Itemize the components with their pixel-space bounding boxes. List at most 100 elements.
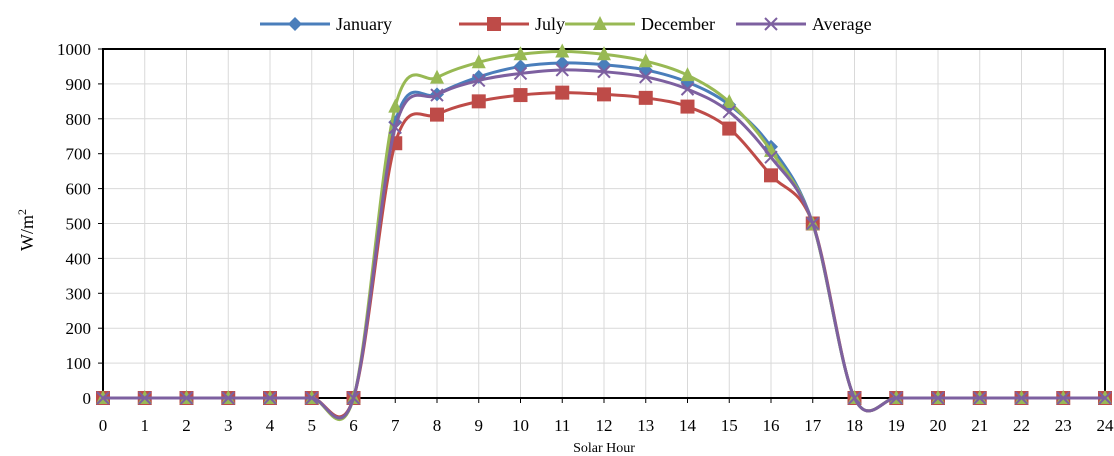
legend-item-july: July (459, 14, 565, 34)
y-tick-label: 800 (66, 110, 92, 129)
x-tick-label: 17 (804, 416, 822, 435)
x-tick-label: 22 (1013, 416, 1030, 435)
x-tick-label: 4 (266, 416, 275, 435)
legend-label-average: Average (812, 14, 872, 34)
x-tick-label: 8 (433, 416, 442, 435)
x-tick-label: 19 (888, 416, 905, 435)
x-tick-label: 15 (721, 416, 738, 435)
data-point-july (471, 94, 486, 109)
series-average (96, 63, 1112, 420)
data-point-december (722, 94, 737, 109)
x-tick-label: 5 (308, 416, 317, 435)
data-point-average (388, 120, 402, 135)
y-tick-label: 1000 (57, 40, 91, 59)
data-point-average (138, 391, 152, 405)
data-point-december (513, 46, 528, 61)
data-point-july (597, 87, 611, 102)
y-tick-label: 300 (66, 284, 92, 303)
y-tick-label: 100 (66, 354, 92, 373)
data-point-average (346, 391, 361, 405)
data-point-july (638, 90, 653, 105)
x-tick-label: 20 (930, 416, 947, 435)
x-tick-label: 1 (141, 416, 150, 435)
data-point-average (764, 150, 778, 164)
x-tick-label: 12 (596, 416, 613, 435)
data-point-july (680, 99, 695, 114)
data-point-average (430, 88, 444, 102)
data-point-december (388, 98, 403, 113)
data-point-average (680, 82, 695, 96)
y-axis-title-text: W/m (17, 215, 37, 251)
x-tick-label: 7 (391, 416, 400, 435)
data-point-average (179, 391, 194, 405)
x-tick-label: 10 (512, 416, 529, 435)
y-tick-label: 500 (66, 215, 92, 234)
legend-item-january: January (260, 14, 392, 34)
x-tick-label: 9 (475, 416, 484, 435)
data-point-average (221, 391, 235, 405)
legend-label-july: July (535, 14, 565, 34)
data-point-july (722, 121, 737, 136)
data-point-average (722, 105, 736, 119)
series-lines (96, 43, 1112, 421)
data-point-average (472, 73, 486, 88)
x-tick-label: 24 (1097, 416, 1114, 435)
x-tick-label: 6 (349, 416, 358, 435)
legend-item-december: December (565, 14, 715, 34)
legend-marker-december (593, 16, 607, 30)
data-point-december (471, 54, 486, 69)
data-point-december (638, 53, 653, 68)
legend-item-average: Average (736, 14, 872, 34)
y-tick-label: 600 (66, 180, 92, 199)
y-tick-label: 900 (66, 75, 92, 94)
legend-label-january: January (336, 14, 392, 34)
x-tick-label: 3 (224, 416, 233, 435)
y-tick-label: 700 (66, 145, 92, 164)
data-point-average (931, 391, 945, 405)
data-point-average (96, 391, 110, 405)
x-axis-title: Solar Hour (573, 441, 635, 456)
legend-label-december: December (641, 14, 715, 34)
data-point-july (555, 85, 570, 100)
x-tick-label: 21 (971, 416, 988, 435)
data-point-january (555, 55, 570, 70)
data-point-july (764, 168, 778, 183)
x-tick-label: 14 (679, 416, 697, 435)
data-point-december (555, 43, 570, 58)
x-tick-label: 2 (182, 416, 191, 435)
x-tick-label: 18 (846, 416, 863, 435)
y-tick-label: 200 (66, 319, 92, 338)
data-point-average (513, 66, 528, 81)
data-point-average (1056, 391, 1070, 405)
data-point-average (1098, 391, 1112, 405)
legend-marker-january (288, 17, 302, 31)
data-point-average (597, 64, 611, 79)
series-line-average (103, 68, 1105, 420)
legend: January July December Average (260, 14, 872, 34)
x-tick-label: 16 (763, 416, 780, 435)
legend-marker-average (764, 17, 778, 31)
data-point-july (513, 88, 528, 103)
data-point-december (597, 46, 611, 61)
data-point-december (680, 67, 695, 82)
data-point-july (430, 107, 444, 122)
x-tick-label: 0 (99, 416, 108, 435)
data-point-average (889, 391, 903, 405)
y-tick-label: 0 (83, 389, 92, 408)
y-axis-title: W/m2 (15, 209, 37, 251)
data-point-average (555, 63, 569, 77)
data-point-average (973, 391, 987, 405)
data-point-average (263, 391, 277, 405)
data-point-average (305, 391, 319, 405)
y-tick-label: 400 (66, 249, 92, 268)
y-axis-title-superscript: 2 (15, 209, 29, 215)
data-point-average (639, 70, 653, 84)
data-point-average (1014, 391, 1029, 405)
x-tick-label: 23 (1055, 416, 1072, 435)
axes: 0 1 2 3 4 5 6 7 8 9 10 11 12 13 14 15 16 17 18 19 20 21 22 23 24… (57, 40, 1114, 435)
x-tick-label: 11 (554, 416, 570, 435)
legend-marker-july (487, 17, 501, 31)
data-point-average (806, 216, 820, 231)
